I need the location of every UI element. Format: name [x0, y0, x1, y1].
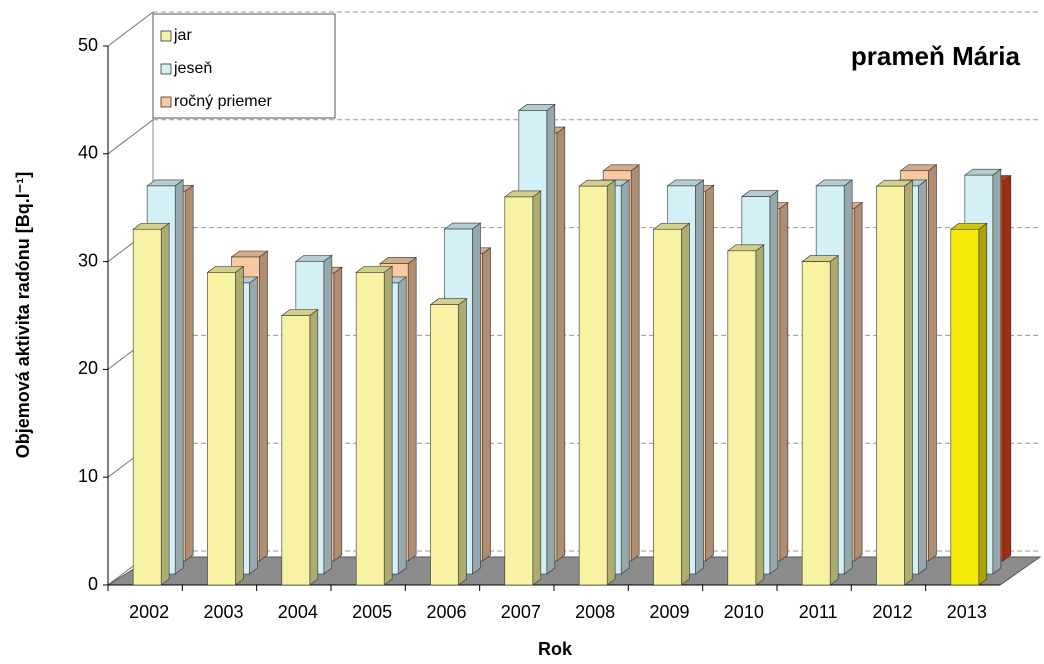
y-tick-label: 50: [78, 35, 98, 55]
bar-side: [556, 126, 566, 562]
bar-side: [843, 179, 853, 575]
bar-side: [407, 256, 417, 562]
bar-side: [992, 168, 1002, 575]
bar: [876, 185, 905, 586]
bar-side: [472, 222, 481, 575]
bar-side: [1002, 174, 1012, 562]
y-tick-label: 30: [78, 250, 98, 270]
legend-label: jeseň: [173, 60, 212, 77]
x-tick-label: 2005: [352, 602, 392, 622]
x-tick-label: 2006: [426, 602, 466, 622]
y-axis-label: Objemová aktivita radónu [Bq.l⁻¹]: [13, 172, 33, 459]
bar-side: [769, 190, 779, 575]
bar: [653, 228, 682, 586]
legend-box: [152, 13, 336, 119]
bar-side: [978, 222, 988, 586]
bar-side: [249, 276, 258, 575]
legend-label: jar: [173, 27, 192, 44]
bar-side: [532, 190, 542, 586]
x-axis-label: Rok: [538, 639, 573, 659]
bar-side: [235, 265, 244, 586]
bar-side: [695, 179, 704, 575]
bar-side: [620, 179, 630, 575]
bar-side: [606, 179, 616, 586]
bar: [504, 196, 534, 586]
bar-side: [383, 265, 393, 586]
grid-line: [107, 11, 154, 47]
legend-swatch: [160, 30, 172, 42]
bar-side: [160, 222, 170, 586]
x-tick-label: 2007: [501, 602, 541, 622]
x-tick-label: 2013: [947, 602, 987, 622]
x-tick-label: 2002: [129, 602, 169, 622]
y-tick-label: 0: [88, 574, 98, 594]
bar: [207, 272, 236, 586]
y-tick-label: 40: [78, 143, 98, 163]
bar: [950, 228, 980, 586]
y-tick-label: 20: [78, 358, 98, 378]
x-tick-label: 2003: [203, 602, 243, 622]
bar-side: [259, 250, 268, 562]
bar: [801, 261, 831, 586]
bar-side: [779, 201, 789, 562]
x-tick-label: 2004: [278, 602, 318, 622]
bar-side: [309, 308, 319, 586]
legend-swatch: [160, 63, 172, 75]
bar-side: [546, 103, 556, 575]
bar-side: [918, 179, 927, 575]
bar: [281, 315, 311, 586]
bar-side: [705, 184, 714, 562]
bar-side: [681, 222, 690, 586]
bar-side: [630, 164, 640, 562]
x-tick-label: 2010: [724, 602, 764, 622]
x-tick-label: 2009: [649, 602, 689, 622]
bar-side: [853, 201, 863, 562]
x-tick-label: 2008: [575, 602, 615, 622]
y-tick-label: 10: [78, 466, 98, 486]
chart-title: prameň Mária: [851, 41, 1021, 71]
grid-line: [107, 119, 154, 155]
bar: [132, 228, 162, 586]
bar-side: [174, 179, 184, 575]
bar: [355, 272, 385, 586]
bar-side: [829, 255, 839, 586]
bar: [578, 185, 608, 586]
bar-side: [323, 254, 333, 575]
bar-side: [482, 247, 491, 562]
x-tick-label: 2011: [799, 602, 838, 622]
x-tick-label: 2012: [872, 602, 912, 622]
bar-side: [397, 276, 407, 575]
bar-side: [928, 164, 937, 562]
legend-swatch: [160, 96, 172, 108]
bar-side: [904, 179, 913, 586]
bar-side: [333, 266, 343, 562]
bar-side: [184, 184, 194, 562]
bar-side: [755, 244, 765, 586]
bar: [430, 304, 459, 586]
legend-label: ročný priemer: [174, 93, 272, 110]
bar: [727, 250, 757, 586]
bar-side: [458, 298, 467, 586]
